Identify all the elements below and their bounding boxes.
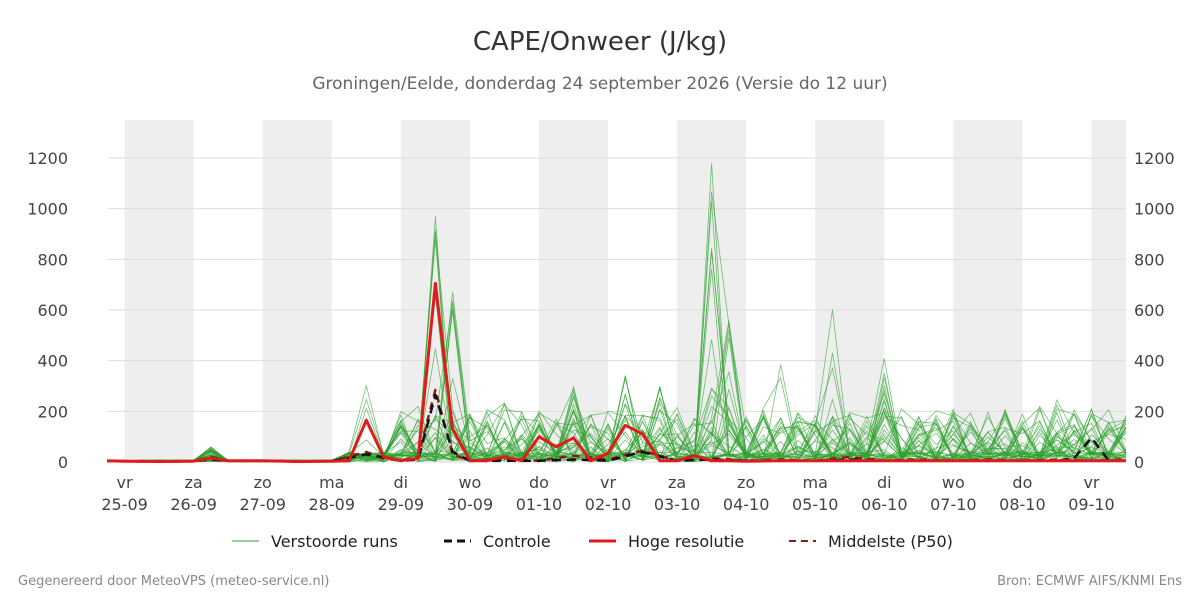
x-tick-day: zo xyxy=(737,473,755,492)
y-tick-label: 1000 xyxy=(27,200,68,219)
y-tick-label: 0 xyxy=(1134,453,1144,472)
weekend-band xyxy=(1091,120,1126,462)
x-tick-day: vr xyxy=(117,473,133,492)
x-tick-day: zo xyxy=(254,473,272,492)
y-tick-label: 200 xyxy=(37,402,68,421)
legend: Verstoorde runs Controle Hoge resolutie Mid… xyxy=(232,532,953,551)
x-tick-date: 03-10 xyxy=(654,495,701,514)
x-tick-date: 30-09 xyxy=(447,495,494,514)
legend-label-hires: Hoge resolutie xyxy=(628,532,744,551)
x-tick-day: do xyxy=(529,473,549,492)
y-tick-label: 600 xyxy=(37,301,68,320)
x-tick-date: 07-10 xyxy=(930,495,977,514)
x-tick-date: 09-10 xyxy=(1068,495,1115,514)
x-tick-day: ma xyxy=(319,473,344,492)
legend-label-control: Controle xyxy=(483,532,551,551)
weekend-band xyxy=(815,120,885,462)
x-tick-date: 08-10 xyxy=(999,495,1046,514)
y-axis-left: 0 200 400 600 800 1000 1200 xyxy=(27,149,68,472)
x-tick-day: do xyxy=(1012,473,1032,492)
legend-label-ensemble: Verstoorde runs xyxy=(271,532,398,551)
x-tick-day: za xyxy=(185,473,203,492)
y-tick-label: 1200 xyxy=(27,149,68,168)
y-tick-label: 0 xyxy=(58,453,68,472)
y-tick-label: 1200 xyxy=(1134,149,1175,168)
weekend-band xyxy=(677,120,747,462)
weekend-band xyxy=(953,120,1023,462)
y-tick-label: 1000 xyxy=(1134,200,1175,219)
weekend-bands xyxy=(124,120,1126,462)
x-tick-day: di xyxy=(877,473,892,492)
hires-series-line xyxy=(107,281,1126,463)
y-tick-label: 400 xyxy=(37,352,68,371)
y-axis-right: 0 200 400 600 800 1000 1200 xyxy=(1134,149,1175,472)
x-tick-day: ma xyxy=(803,473,828,492)
y-tick-label: 800 xyxy=(1134,250,1165,269)
chart-title: CAPE/Onweer (J/kg) xyxy=(473,27,727,57)
x-tick-day: vr xyxy=(1083,473,1099,492)
x-tick-date: 25-09 xyxy=(101,495,148,514)
x-tick-day: di xyxy=(394,473,409,492)
y-tick-label: 400 xyxy=(1134,352,1165,371)
footer-generated: Gegenereerd door MeteoVPS (meteo-service… xyxy=(18,574,329,589)
chart-subtitle: Groningen/Eelde, donderdag 24 september … xyxy=(312,74,887,94)
y-tick-label: 200 xyxy=(1134,402,1165,421)
x-tick-date: 26-09 xyxy=(170,495,217,514)
weekend-band xyxy=(124,120,194,462)
legend-label-median: Middelste (P50) xyxy=(828,532,953,551)
x-tick-date: 01-10 xyxy=(516,495,563,514)
x-tick-day: za xyxy=(668,473,686,492)
x-tick-date: 27-09 xyxy=(239,495,286,514)
x-tick-day: wo xyxy=(942,473,965,492)
x-tick-date: 28-09 xyxy=(309,495,356,514)
x-tick-date: 05-10 xyxy=(792,495,839,514)
weekend-band xyxy=(262,120,332,462)
x-tick-day: vr xyxy=(600,473,616,492)
x-tick-day: wo xyxy=(458,473,481,492)
footer-source: Bron: ECMWF AIFS/KNMI Ens xyxy=(997,574,1182,589)
y-tick-label: 800 xyxy=(37,250,68,269)
main-series-lines xyxy=(107,281,1127,463)
x-axis: vr 25-09 za 26-09 zo 27-09 ma 28-09 di 29-09 wo 30-… xyxy=(101,473,1114,514)
y-tick-label: 600 xyxy=(1134,301,1165,320)
x-tick-date: 29-09 xyxy=(378,495,425,514)
x-tick-date: 02-10 xyxy=(585,495,632,514)
x-tick-date: 06-10 xyxy=(861,495,908,514)
x-tick-date: 04-10 xyxy=(723,495,770,514)
